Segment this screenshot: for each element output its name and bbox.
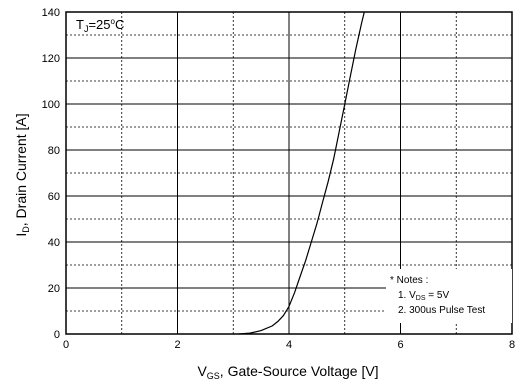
y-tick-label: 120 xyxy=(42,53,60,65)
x-tick-labels: 0 2 4 6 8 xyxy=(63,339,515,351)
y-tick-label: 140 xyxy=(42,7,60,19)
y-tick-label: 100 xyxy=(42,99,60,111)
y-tick-label: 60 xyxy=(48,191,60,203)
x-tick-label: 6 xyxy=(397,339,403,351)
x-axis-title: VGS, Gate-Source Voltage [V] xyxy=(197,363,378,381)
notes-line-1: 1. VDS = 5V xyxy=(398,290,449,302)
transfer-curve xyxy=(238,11,365,335)
y-tick-label: 40 xyxy=(48,237,60,249)
y-tick-labels: 0 20 40 60 80 100 120 140 xyxy=(42,7,60,341)
temperature-annotation: TJ=25oC xyxy=(76,17,124,34)
y-tick-label: 80 xyxy=(48,145,60,157)
plot-frame xyxy=(65,11,513,335)
y-axis-title: ID, Drain Current [A] xyxy=(13,113,31,236)
x-tick-label: 2 xyxy=(174,339,180,351)
x-tick-label: 8 xyxy=(509,339,515,351)
x-tick-label: 0 xyxy=(63,339,69,351)
grid xyxy=(66,12,512,334)
x-tick-label: 4 xyxy=(286,339,292,351)
y-tick-label: 0 xyxy=(54,329,60,341)
notes-line-2: 2. 300us Pulse Test xyxy=(398,305,485,316)
notes-title: * Notes : xyxy=(390,275,428,286)
y-tick-label: 20 xyxy=(48,283,60,295)
notes-box: * Notes : 1. VDS = 5V 2. 300us Pulse Tes… xyxy=(386,269,512,323)
